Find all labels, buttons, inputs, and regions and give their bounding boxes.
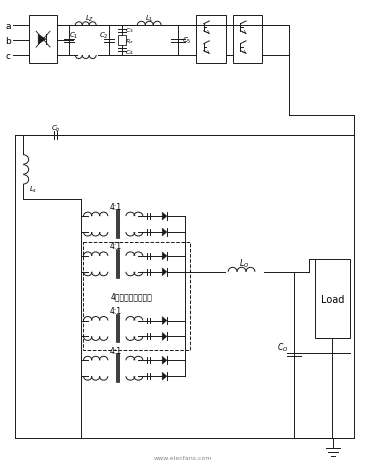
Text: $C_1$: $C_1$ <box>69 31 79 41</box>
Text: 4个相同变压器模块: 4个相同变压器模块 <box>110 292 152 301</box>
Polygon shape <box>162 357 167 365</box>
Text: $C_O$: $C_O$ <box>277 341 288 353</box>
Text: $C_2$: $C_2$ <box>99 31 108 41</box>
Text: 4:1: 4:1 <box>109 242 121 251</box>
Text: $C_5$: $C_5$ <box>182 36 192 46</box>
Text: 4:1: 4:1 <box>109 307 121 316</box>
Polygon shape <box>162 333 167 341</box>
Bar <box>315 259 350 339</box>
Text: a: a <box>6 22 11 30</box>
Text: $C_3$: $C_3$ <box>125 26 134 35</box>
Bar <box>233 16 262 64</box>
Text: 4:1: 4:1 <box>109 346 121 355</box>
Polygon shape <box>162 213 167 221</box>
Polygon shape <box>162 228 167 237</box>
Bar <box>29 16 57 64</box>
Text: $R_x$: $R_x$ <box>125 37 134 46</box>
Bar <box>83 242 190 351</box>
Text: $C_b$: $C_b$ <box>51 123 61 133</box>
Polygon shape <box>162 268 167 276</box>
Text: $C_4$: $C_4$ <box>125 48 134 57</box>
Text: $L_O$: $L_O$ <box>239 257 250 269</box>
Text: c: c <box>6 51 11 60</box>
Text: $L_s$: $L_s$ <box>29 185 37 195</box>
Text: Load: Load <box>321 294 344 304</box>
Bar <box>119 36 127 46</box>
Text: www.elecfans.com: www.elecfans.com <box>154 455 212 460</box>
Text: $L_1$: $L_1$ <box>145 14 153 24</box>
Text: $L_Z$: $L_Z$ <box>85 14 94 24</box>
Text: 4:1: 4:1 <box>109 202 121 211</box>
Polygon shape <box>162 317 167 325</box>
Polygon shape <box>38 35 46 45</box>
Bar <box>196 16 226 64</box>
Text: b: b <box>6 37 11 46</box>
Polygon shape <box>162 252 167 260</box>
Polygon shape <box>162 372 167 380</box>
